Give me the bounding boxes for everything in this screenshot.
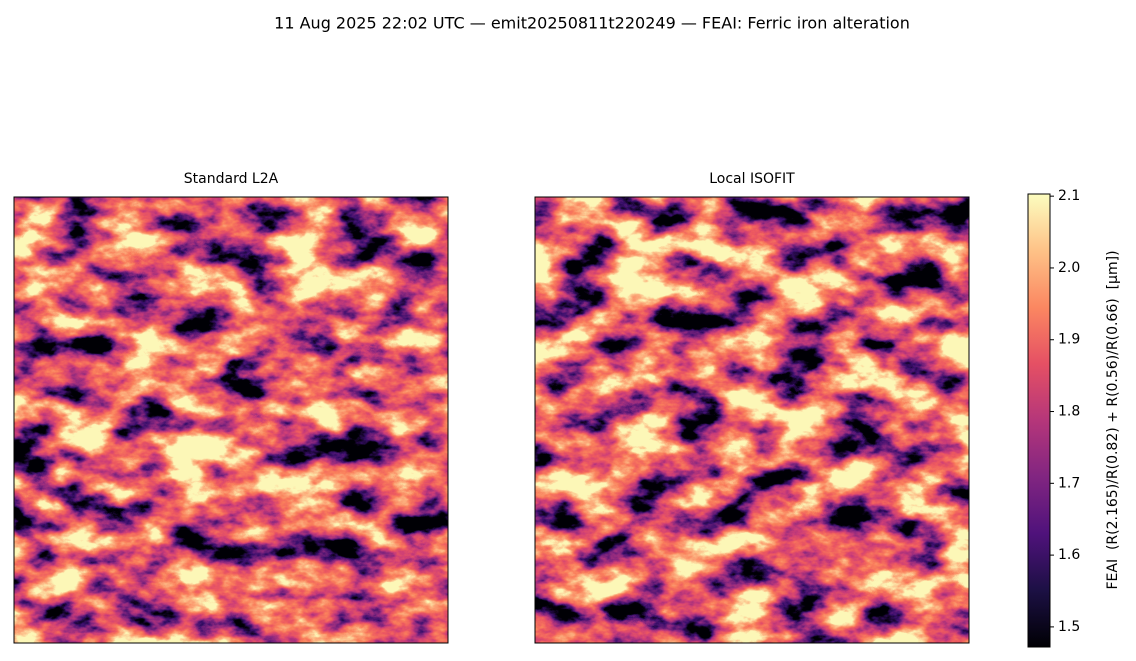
figure-title: 11 Aug 2025 22:02 UTC — emit20250811t220… xyxy=(274,14,910,33)
colorbar-tick-label: 1.9 xyxy=(1058,332,1080,348)
panel-frame xyxy=(534,196,970,644)
panel-title: Local ISOFIT xyxy=(709,171,795,187)
colorbar-tick-label: 1.7 xyxy=(1058,475,1080,491)
colorbar-tick-label: 1.6 xyxy=(1058,547,1080,563)
colorbar-tick-label: 1.8 xyxy=(1058,404,1080,420)
colorbar xyxy=(1027,193,1051,648)
colorbar-tick-label: 2.0 xyxy=(1058,260,1080,276)
panel-frame xyxy=(13,196,449,644)
raster-image xyxy=(14,197,448,643)
colorbar-tick-label: 2.1 xyxy=(1058,188,1080,204)
colorbar-label: FEAI (R(2.165)/R(0.82) + R(0.56)/R(0.66)… xyxy=(1105,250,1121,589)
panel-title: Standard L2A xyxy=(184,171,279,187)
raster-image xyxy=(535,197,969,643)
colorbar-tick-label: 1.5 xyxy=(1058,619,1080,635)
